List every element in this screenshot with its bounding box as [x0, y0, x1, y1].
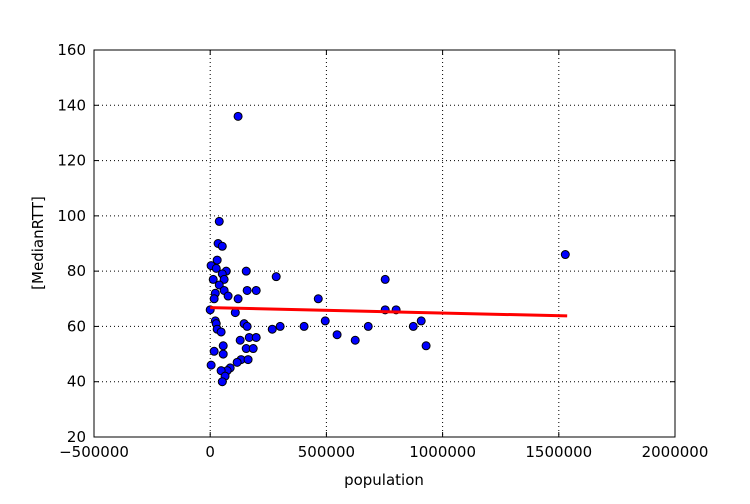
- data-point: [241, 266, 251, 276]
- fit-line: [210, 306, 568, 318]
- y-tick-label: 100: [57, 207, 86, 225]
- data-point: [223, 291, 233, 301]
- data-point: [271, 272, 281, 282]
- data-point: [350, 335, 360, 345]
- y-tick-label: 40: [67, 373, 86, 391]
- data-point: [299, 321, 309, 331]
- y-tick-label: 140: [57, 96, 86, 114]
- x-tick-label: 1500000: [525, 443, 592, 461]
- data-point: [209, 294, 219, 304]
- data-point: [208, 274, 218, 284]
- data-point: [214, 280, 224, 290]
- data-point: [242, 321, 252, 331]
- x-tick-label: 2000000: [642, 443, 709, 461]
- x-tick-label: −500000: [59, 443, 129, 461]
- data-point: [363, 321, 373, 331]
- data-point: [380, 274, 390, 284]
- data-point: [211, 263, 221, 273]
- y-tick-label: 160: [57, 41, 86, 59]
- y-tick-label: 80: [67, 262, 86, 280]
- data-point: [216, 327, 226, 337]
- data-point: [248, 344, 258, 354]
- y-tick-label: 120: [57, 152, 86, 170]
- data-point: [230, 308, 240, 318]
- data-point: [217, 241, 227, 251]
- data-point: [232, 357, 242, 367]
- data-point: [218, 349, 228, 359]
- data-point: [275, 321, 285, 331]
- data-point: [233, 111, 243, 121]
- y-tick-label: 60: [67, 317, 86, 335]
- data-point: [233, 294, 243, 304]
- y-axis-label: [MedianRTT]: [29, 196, 47, 290]
- data-point: [235, 335, 245, 345]
- data-point: [219, 274, 229, 284]
- data-point: [408, 321, 418, 331]
- data-point: [206, 360, 216, 370]
- x-tick-label: 1000000: [409, 443, 476, 461]
- x-tick-label: 500000: [298, 443, 355, 461]
- data-point: [218, 341, 228, 351]
- y-tick-label: 20: [67, 428, 86, 446]
- x-tick-label: 0: [205, 443, 215, 461]
- data-point: [214, 216, 224, 226]
- data-point: [267, 324, 277, 334]
- data-point: [320, 316, 330, 326]
- x-axis-label: population: [344, 471, 424, 489]
- data-point: [209, 346, 219, 356]
- data-point: [243, 355, 253, 365]
- plot-frame: [93, 49, 676, 438]
- data-point: [251, 332, 261, 342]
- data-point: [313, 294, 323, 304]
- data-point: [251, 285, 261, 295]
- data-point: [242, 285, 252, 295]
- data-point: [560, 250, 570, 260]
- data-point: [332, 330, 342, 340]
- data-point: [416, 316, 426, 326]
- data-point: [421, 341, 431, 351]
- data-point: [217, 377, 227, 387]
